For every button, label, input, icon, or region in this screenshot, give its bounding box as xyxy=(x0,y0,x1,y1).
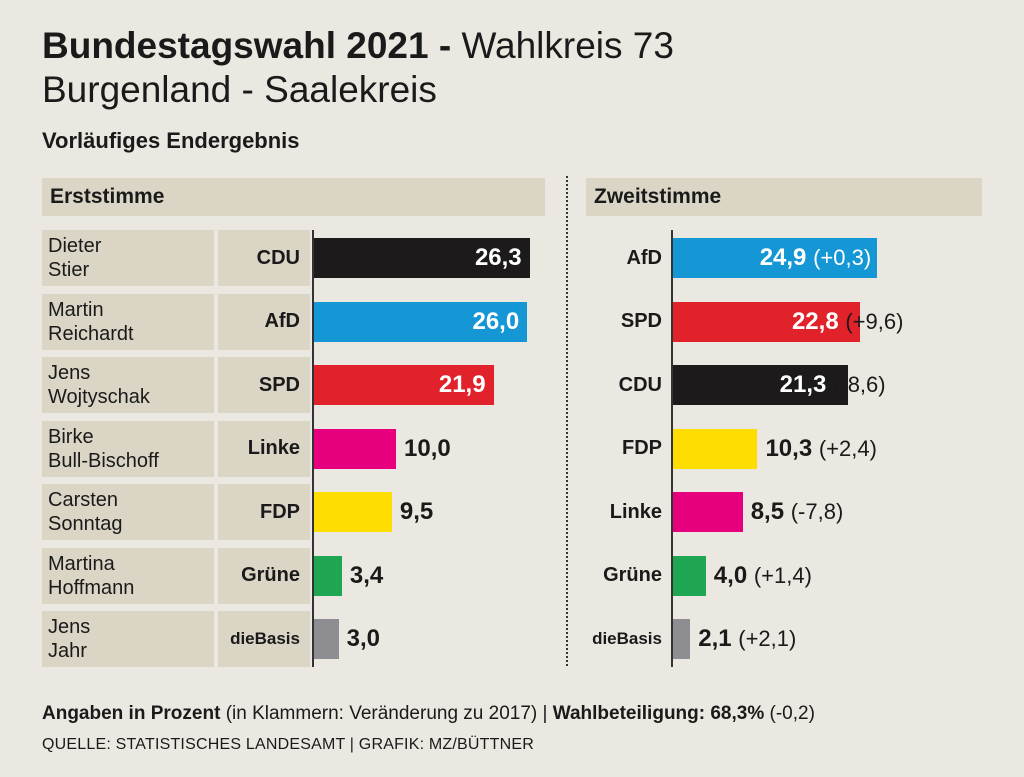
candidate-name-0: Dieter Stier xyxy=(42,230,214,286)
candidate-name-line: Wojtyschak xyxy=(48,386,150,408)
zweitstimme-header: Zweitstimme xyxy=(586,178,982,216)
candidate-name-line: Birke xyxy=(48,425,94,448)
candidate-name-6: Jens Jahr xyxy=(42,611,214,667)
footer-lead: Angaben in Prozent xyxy=(42,703,221,724)
zweitstimme-axis xyxy=(671,230,673,667)
change-label: (-7,8) xyxy=(790,499,844,524)
value-number: 10,3 xyxy=(765,434,819,462)
footer-note: Angaben in Prozent (in Klammern: Verände… xyxy=(42,703,815,725)
bar-diebasis xyxy=(314,619,339,659)
candidate-name-line: Jens xyxy=(48,362,91,384)
value-label-afd: 24,9 (+0,3) xyxy=(673,238,871,278)
title-light: Wahlkreis 73 xyxy=(461,25,674,66)
candidate-name-line: Sonntag xyxy=(48,513,123,535)
change-label: (-8,6) xyxy=(833,372,886,397)
party-label-afd: AfD xyxy=(218,293,310,350)
change-label: (+2,4) xyxy=(818,435,877,461)
value-number: 8,5 xyxy=(750,498,791,525)
candidate-name-line: Martin xyxy=(48,298,104,321)
party-label-diebasis: dieBasis xyxy=(592,629,662,648)
bar-spd xyxy=(314,365,494,405)
candidate-name-4: Carsten Sonntag xyxy=(42,484,214,540)
value-label-spd: 22,8 (+9,6) xyxy=(792,302,972,342)
value-number: 2,1 xyxy=(698,625,739,652)
title-bold: Bundestagswahl 2021 - xyxy=(42,25,452,66)
value-number: 24,9 xyxy=(759,244,814,271)
bar-grüne xyxy=(314,555,342,596)
value-label-diebasis: 3,0 xyxy=(346,625,380,652)
party-label-cdu: CDU xyxy=(218,230,310,286)
bar-afd xyxy=(673,238,878,278)
value-label-spd: 21,9 xyxy=(438,371,486,398)
candidate-name-line: Carsten xyxy=(48,489,119,511)
value-label-grüne: 4,0 (+1,4) xyxy=(714,556,812,596)
value-label-linke: 10,0 xyxy=(404,434,451,462)
party-label-afd: AfD xyxy=(626,246,662,269)
candidate-name-line: Dieter xyxy=(48,235,102,257)
change-label: (+9,6) xyxy=(845,308,904,334)
candidate-name-line: Reichardt xyxy=(48,322,134,345)
bar-afd xyxy=(314,301,528,342)
source-line: QUELLE: STATISTISCHES LANDESAMT | GRAFIK… xyxy=(42,736,534,753)
bar-grüne xyxy=(673,555,706,596)
panel-divider xyxy=(566,176,568,666)
bar-fdp xyxy=(314,492,392,532)
change-label: (+1,4) xyxy=(753,562,812,588)
candidate-name-line: Hoffmann xyxy=(48,576,135,599)
party-label-spd: SPD xyxy=(620,310,662,332)
candidate-name-line: Stier xyxy=(48,259,90,281)
candidate-name-1: Martin Reichardt xyxy=(42,293,214,350)
value-label-grüne: 3,4 xyxy=(349,561,384,589)
bar-linke xyxy=(673,492,743,532)
candidate-name-line: Jens xyxy=(48,616,91,638)
change-label: (+0,3) xyxy=(813,245,872,270)
candidate-name-line: Martina xyxy=(48,552,115,575)
party-label-grüne: Grüne xyxy=(218,547,310,604)
candidate-name-5: Martina Hoffmann xyxy=(42,547,214,604)
value-label-diebasis: 2,1 (+2,1) xyxy=(698,619,796,659)
party-label-cdu: CDU xyxy=(618,373,662,396)
bar-cdu xyxy=(314,238,530,278)
party-label-linke: Linke xyxy=(609,500,662,523)
value-label-cdu: 26,3 xyxy=(474,244,522,271)
party-label-fdp: FDP xyxy=(218,484,310,540)
chart-title-line2: Burgenland - Saalekreis xyxy=(42,69,437,110)
change-label: (+2,1) xyxy=(738,626,797,651)
footer-turnout-change: (-0,2) xyxy=(769,703,815,724)
value-label-linke: 8,5 (-7,8) xyxy=(751,492,844,532)
candidate-name-2: Jens Wojtyschak xyxy=(42,357,214,413)
value-label-fdp: 10,3 (+2,4) xyxy=(765,429,876,469)
bar-spd xyxy=(673,301,860,342)
value-number: 22,8 xyxy=(791,307,846,335)
bar-diebasis xyxy=(673,619,691,659)
footer-turnout: Wahlbeteiligung: 68,3% xyxy=(552,703,765,724)
candidate-name-3: Birke Bull-Bischoff xyxy=(42,420,214,477)
candidate-name-line: Jahr xyxy=(48,640,87,662)
value-label-fdp: 9,5 xyxy=(399,498,434,525)
bar-fdp xyxy=(673,428,758,469)
bar-cdu xyxy=(673,365,848,405)
chart-subtitle: Vorläufiges Endergebnis xyxy=(42,128,300,153)
bar-linke xyxy=(314,428,396,469)
candidate-name-line: Bull-Bischoff xyxy=(48,449,159,472)
value-label-afd: 26,0 xyxy=(472,307,520,335)
value-number: 4,0 xyxy=(713,561,754,589)
erststimme-header: Erststimme xyxy=(42,178,545,216)
party-label-spd: SPD xyxy=(218,357,310,413)
footer-lead-text: (in Klammern: Veränderung zu 2017) | xyxy=(225,703,548,724)
value-number: 21,3 xyxy=(779,371,834,398)
party-label-linke: Linke xyxy=(218,420,310,477)
party-label-fdp: FDP xyxy=(622,437,662,459)
erststimme-axis xyxy=(312,230,314,667)
value-label-cdu: 21,3 (-8,6) xyxy=(780,365,960,405)
party-label-grüne: Grüne xyxy=(603,564,662,586)
chart-title: Bundestagswahl 2021 - Wahlkreis 73 xyxy=(42,26,674,66)
party-label-diebasis: dieBasis xyxy=(218,611,310,667)
